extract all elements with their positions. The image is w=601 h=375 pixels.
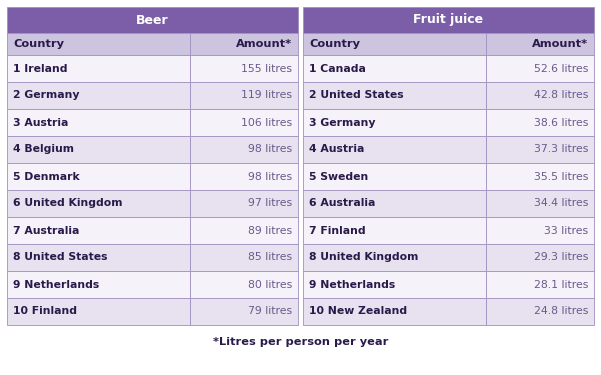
Text: 10 Finland: 10 Finland [13, 306, 77, 316]
Text: 2 Germany: 2 Germany [13, 90, 79, 101]
Text: 6 United Kingdom: 6 United Kingdom [13, 198, 123, 208]
Text: 97 litres: 97 litres [248, 198, 292, 208]
Bar [191, 109, 298, 136]
Bar [191, 55, 298, 82]
Text: 1 Canada: 1 Canada [309, 63, 366, 74]
Text: 119 litres: 119 litres [241, 90, 292, 101]
Text: 35.5 litres: 35.5 litres [534, 171, 588, 182]
Text: 3 Austria: 3 Austria [13, 117, 69, 128]
Bar [191, 136, 298, 163]
Text: 5 Sweden: 5 Sweden [309, 171, 368, 182]
Bar [486, 298, 594, 325]
Text: Country: Country [13, 39, 64, 49]
Text: 80 litres: 80 litres [248, 279, 292, 290]
Bar [191, 190, 298, 217]
Text: 155 litres: 155 litres [241, 63, 292, 74]
Text: 2 United States: 2 United States [309, 90, 404, 101]
Bar [303, 244, 486, 271]
Bar [7, 217, 191, 244]
Bar [486, 136, 594, 163]
Text: 6 Australia: 6 Australia [309, 198, 376, 208]
Text: 9 Netherlands: 9 Netherlands [309, 279, 395, 290]
Bar [486, 163, 594, 190]
Bar [191, 82, 298, 109]
Bar [486, 244, 594, 271]
Text: 9 Netherlands: 9 Netherlands [13, 279, 99, 290]
Text: 89 litres: 89 litres [248, 225, 292, 236]
Text: 37.3 litres: 37.3 litres [534, 144, 588, 154]
Text: 52.6 litres: 52.6 litres [534, 63, 588, 74]
Bar [7, 244, 191, 271]
Bar [303, 55, 486, 82]
Bar [303, 217, 486, 244]
Text: 7 Australia: 7 Australia [13, 225, 79, 236]
Bar [191, 298, 298, 325]
Text: 79 litres: 79 litres [248, 306, 292, 316]
Bar [7, 82, 191, 109]
Bar [303, 33, 486, 55]
Text: Amount*: Amount* [236, 39, 292, 49]
Bar [303, 271, 486, 298]
Bar [486, 109, 594, 136]
Text: 4 Austria: 4 Austria [309, 144, 364, 154]
Bar [191, 33, 298, 55]
Text: 29.3 litres: 29.3 litres [534, 252, 588, 262]
Text: 38.6 litres: 38.6 litres [534, 117, 588, 128]
Text: 42.8 litres: 42.8 litres [534, 90, 588, 101]
Bar [7, 136, 191, 163]
Bar [7, 298, 191, 325]
Bar [303, 109, 486, 136]
Bar [303, 163, 486, 190]
Text: 85 litres: 85 litres [248, 252, 292, 262]
Bar [7, 190, 191, 217]
Bar [486, 33, 594, 55]
Text: 24.8 litres: 24.8 litres [534, 306, 588, 316]
Bar [486, 271, 594, 298]
Text: 28.1 litres: 28.1 litres [534, 279, 588, 290]
Bar [486, 82, 594, 109]
Text: 33 litres: 33 litres [544, 225, 588, 236]
Bar [303, 190, 486, 217]
Text: Country: Country [309, 39, 360, 49]
Text: 10 New Zealand: 10 New Zealand [309, 306, 407, 316]
Text: 34.4 litres: 34.4 litres [534, 198, 588, 208]
Text: 4 Belgium: 4 Belgium [13, 144, 74, 154]
Bar [7, 7, 298, 33]
Text: 7 Finland: 7 Finland [309, 225, 365, 236]
Bar [303, 136, 486, 163]
Bar [191, 271, 298, 298]
Bar [303, 7, 594, 33]
Bar [7, 109, 191, 136]
Bar [486, 217, 594, 244]
Bar [7, 55, 191, 82]
Bar [303, 298, 486, 325]
Text: 8 United States: 8 United States [13, 252, 108, 262]
Text: *Litres per person per year: *Litres per person per year [213, 337, 388, 347]
Text: 1 Ireland: 1 Ireland [13, 63, 67, 74]
Bar [191, 217, 298, 244]
Text: 3 Germany: 3 Germany [309, 117, 376, 128]
Bar [7, 271, 191, 298]
Text: 8 United Kingdom: 8 United Kingdom [309, 252, 418, 262]
Bar [7, 163, 191, 190]
Text: 106 litres: 106 litres [241, 117, 292, 128]
Text: Amount*: Amount* [532, 39, 588, 49]
Text: 98 litres: 98 litres [248, 144, 292, 154]
Text: Fruit juice: Fruit juice [413, 13, 484, 27]
Text: 98 litres: 98 litres [248, 171, 292, 182]
Bar [486, 190, 594, 217]
Bar [191, 244, 298, 271]
Bar [7, 33, 191, 55]
Text: Beer: Beer [136, 13, 169, 27]
Bar [303, 82, 486, 109]
Bar [191, 163, 298, 190]
Text: 5 Denmark: 5 Denmark [13, 171, 79, 182]
Bar [486, 55, 594, 82]
